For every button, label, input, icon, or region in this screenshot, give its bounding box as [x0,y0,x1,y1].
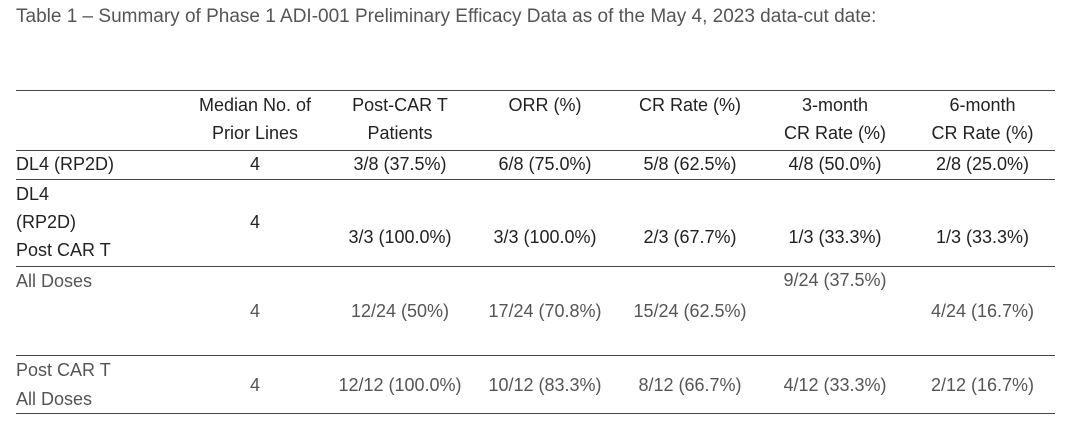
cell-cr: 2/3 (67.7%) [643,227,737,247]
header-cr3-line1: 3-month [801,95,869,115]
cell-cr: 15/24 (62.5%) [633,301,747,321]
cell-postcar: 12/12 (100.0%) [338,375,462,395]
row-3-rule [16,355,1055,356]
row-label-line2: All Doses [16,389,93,409]
header-orr: ORR (%) [508,95,582,115]
header-postcar-line1: Post-CAR T [352,95,448,115]
header-median-line2: Prior Lines [211,123,299,143]
row-label-line1: DL4 [16,184,50,204]
header-postcar-line2: Patients [367,123,433,143]
header-cr: CR Rate (%) [638,95,741,115]
header-median-line1: Median No. of [198,95,312,115]
cell-cr: 5/8 (62.5%) [643,154,737,174]
header-cr6-line2: CR Rate (%) [931,123,1034,143]
row-label: DL4 (RP2D) [16,154,115,174]
cell-orr: 3/3 (100.0%) [493,227,597,247]
cell-median: 4 [249,375,260,395]
cell-median: 4 [249,301,260,321]
cell-cr3: 9/24 (37.5%) [783,270,887,290]
row-label-line1: Post CAR T [16,360,111,380]
cell-postcar: 12/24 (50%) [350,301,450,321]
cell-cr6: 4/24 (16.7%) [930,301,1035,321]
cell-cr: 8/12 (66.7%) [638,375,742,395]
row-2-rule [16,266,1055,267]
cell-postcar: 3/3 (100.0%) [348,227,452,247]
cell-postcar: 3/8 (37.5%) [353,154,447,174]
cell-cr3: 4/8 (50.0%) [788,154,882,174]
cell-cr6: 2/8 (25.0%) [935,154,1030,174]
cell-cr6: 2/12 (16.7%) [930,375,1035,395]
table-top-rule [16,90,1055,91]
cell-orr: 17/24 (70.8%) [488,301,602,321]
cell-orr: 6/8 (75.0%) [498,154,592,174]
row-label: All Doses [16,271,93,291]
header-bottom-rule [16,150,1055,151]
row-1-rule [16,179,1055,180]
header-cr6-line1: 6-month [949,95,1016,115]
header-cr3-line2: CR Rate (%) [783,123,886,143]
cell-median: 4 [249,212,260,232]
cell-cr6: 1/3 (33.3%) [935,227,1030,247]
row-label-line2: (RP2D) [16,212,77,232]
cell-cr3: 1/3 (33.3%) [788,227,882,247]
table-caption: Table 1 – Summary of Phase 1 ADI-001 Pre… [16,6,877,27]
table-bottom-rule [16,413,1055,414]
cell-cr3: 4/12 (33.3%) [783,375,887,395]
cell-orr: 10/12 (83.3%) [488,375,602,395]
cell-median: 4 [249,154,260,174]
row-label-line3: Post CAR T [16,240,111,260]
